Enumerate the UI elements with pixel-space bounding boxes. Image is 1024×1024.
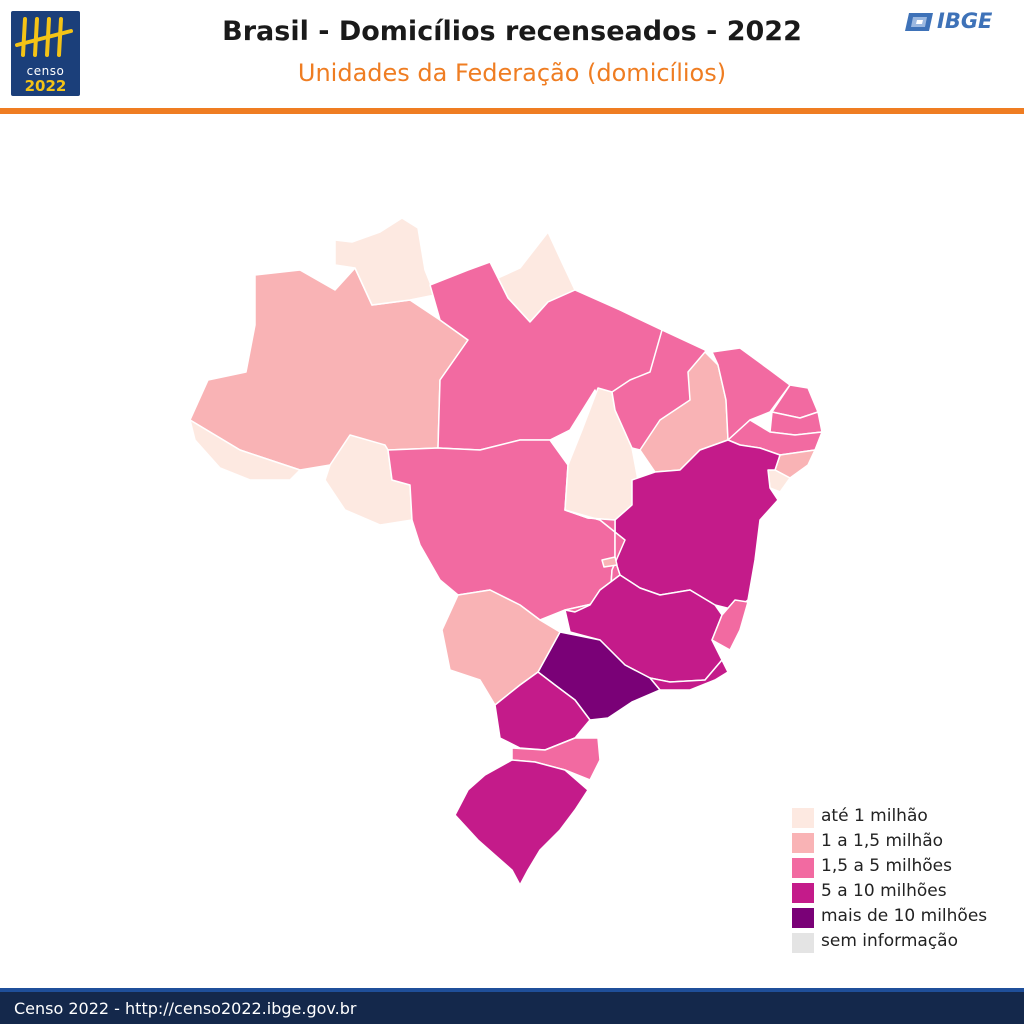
state-ac: [189, 419, 301, 481]
legend-swatch: [792, 858, 814, 878]
legend-label: 1,5 a 5 milhões: [821, 856, 952, 876]
legend-item-mais-de-10-milhoes: mais de 10 milhões: [792, 906, 1022, 928]
footer-source-link[interactable]: Censo 2022 - http://censo2022.ibge.gov.b…: [14, 999, 357, 1018]
state-am: [189, 267, 469, 471]
footer: Censo 2022 - http://censo2022.ibge.gov.b…: [0, 988, 1024, 1024]
state-ba: [614, 439, 781, 611]
brazil-choropleth-map: [189, 217, 823, 886]
censo-logo-year: 2022: [24, 77, 67, 95]
state-rj: [649, 659, 729, 691]
legend-swatch: [792, 933, 814, 953]
censo-logo-word: censo: [26, 64, 65, 78]
legend-label: mais de 10 milhões: [821, 906, 988, 926]
state-ce: [711, 347, 791, 441]
ibge-logo-text: IBGE: [937, 9, 993, 33]
state-pr: [494, 671, 591, 751]
ibge-logo: IBGE: [905, 9, 1013, 35]
page-title: Brasil - Domicílios recenseados - 2022: [222, 16, 802, 47]
tally-marks-icon: [15, 17, 73, 57]
legend-swatch: [792, 908, 814, 928]
state-df: [601, 556, 618, 568]
legend-item-1-5-a-5-milhoes: 1,5 a 5 milhões: [792, 856, 1022, 878]
header-divider: [0, 108, 1024, 114]
legend-label: até 1 milhão: [821, 806, 928, 826]
legend-label: 1 a 1,5 milhão: [821, 831, 944, 851]
state-rr: [334, 217, 436, 306]
censo-2022-logo: censo 2022: [11, 11, 80, 96]
state-rs: [454, 759, 589, 886]
legend-swatch: [792, 808, 814, 828]
legend-item-5-a-10-milhoes: 5 a 10 milhões: [792, 881, 1022, 903]
legend-item-sem-informacao: sem informação: [792, 931, 1022, 953]
legend-item-1-a-1-5-milhao: 1 a 1,5 milhão: [792, 831, 1022, 853]
page-subtitle: Unidades da Federação (domicílios): [297, 59, 727, 87]
legend-swatch: [792, 833, 814, 853]
state-es: [711, 599, 749, 651]
header: censo 2022 Brasil - Domicílios recensead…: [0, 0, 1024, 108]
legend-label: sem informação: [821, 931, 958, 951]
legend-item-ate-1-milhao: até 1 milhão: [792, 806, 1022, 828]
legend-swatch: [792, 883, 814, 903]
ibge-emblem-icon: [905, 13, 933, 31]
legend-label: 5 a 10 milhões: [821, 881, 947, 901]
